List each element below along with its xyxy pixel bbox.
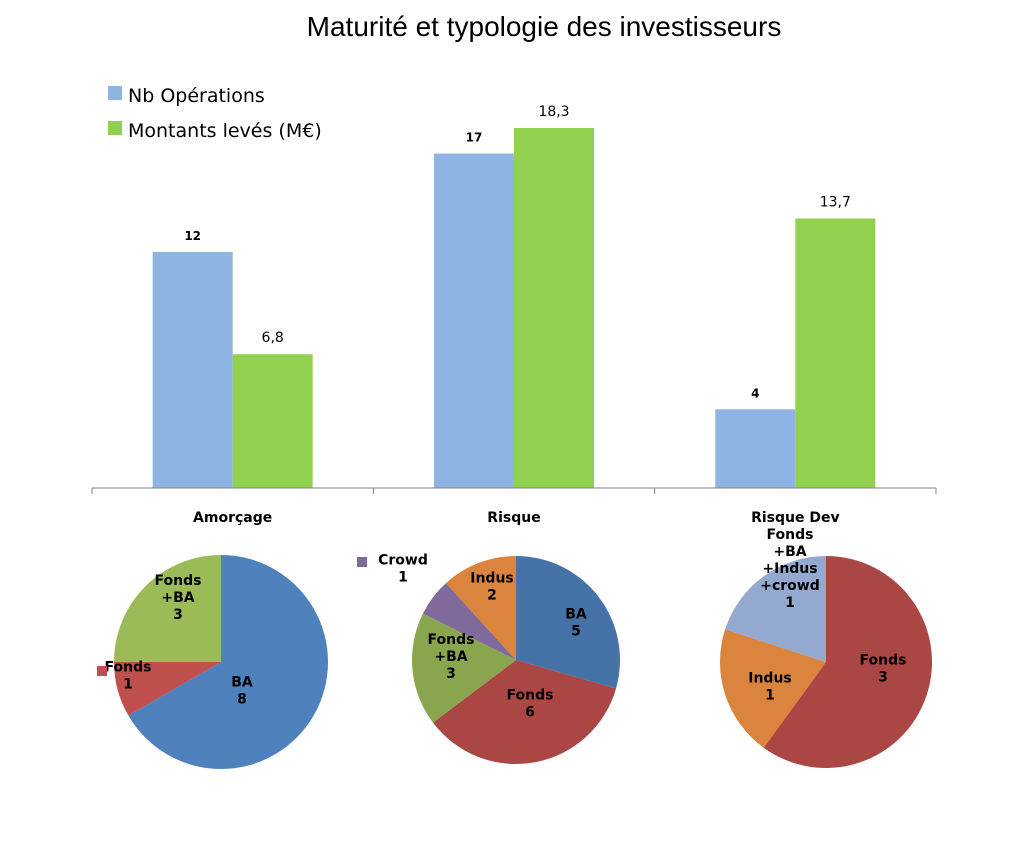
pie-label-risque-dev-fonds-ba-indus-crowd: Fonds +BA +Indus +crowd 1 xyxy=(760,527,820,611)
bar-plot: 12 6,8 17 18,3 4 13,7 xyxy=(152,104,876,488)
pie-slice-risque-fonds xyxy=(433,660,617,764)
pie-slice-risque-dev-fonds-ba-indus-crowd xyxy=(725,556,826,662)
pie-label-risque-fonds-ba: Fonds +BA 3 xyxy=(428,632,475,682)
pie-slice-risque-dev-indus xyxy=(719,629,826,748)
data-label-montants-leves-m-risque-dev: 13,7 xyxy=(820,194,851,210)
pie-label-risque-crowd: Crowd 1 xyxy=(378,553,428,586)
bar-montants-leves-m-risque-dev xyxy=(795,218,876,488)
bar-nb-operations-risque xyxy=(434,153,514,488)
x-tick-label-risque: Risque xyxy=(487,510,540,526)
legend-label-nb-operations: Nb Opérations xyxy=(128,85,265,107)
chart-title: Maturité et typologie des investisseurs xyxy=(307,11,782,42)
pie-slice-risque-crowd xyxy=(422,583,516,660)
x-tick-label-risque-dev: Risque Dev xyxy=(751,510,840,526)
pie-slice-amorcage-fonds-ba xyxy=(114,555,221,662)
bar-montants-leves-m-amorcage xyxy=(232,354,313,488)
pie-legend-marker-risque-crowd xyxy=(357,557,367,567)
pie-amorcage: BA 8 Fonds 1 Fonds +BA 3 xyxy=(97,555,328,769)
pie-slice-risque-indus xyxy=(445,556,516,660)
data-label-nb-operations-risque: 17 xyxy=(466,131,483,145)
legend-swatch-montants-leves xyxy=(108,121,122,135)
x-tick-label-amorcage: Amorçage xyxy=(193,510,272,526)
pie-label-amorcage-fonds: Fonds 1 xyxy=(105,660,152,693)
pie-label-risque-dev-fonds: Fonds 3 xyxy=(860,653,907,686)
data-label-nb-operations-amorcage: 12 xyxy=(184,229,201,243)
legend: Nb Opérations Montants levés (M€) xyxy=(108,85,322,142)
pie-slice-risque-dev-fonds xyxy=(763,556,932,768)
bar-nb-operations-risque-dev xyxy=(715,409,796,488)
pie-risque: BA 5 Fonds 6 Fonds +BA 3 Crowd 1 Indus 2 xyxy=(357,553,620,764)
bar-montants-leves-m-risque xyxy=(514,128,594,488)
pie-slice-amorcage-fonds xyxy=(114,662,221,716)
pie-risque-dev: Fonds 3 Indus 1 Fonds +BA +Indus +crowd 1 xyxy=(719,527,932,768)
bar-nb-operations-amorcage xyxy=(152,251,233,488)
pie-slice-risque-ba xyxy=(516,556,620,689)
pie-label-risque-indus: Indus 2 xyxy=(470,571,514,604)
pie-label-risque-fonds: Fonds 6 xyxy=(507,688,554,721)
data-label-nb-operations-risque-dev: 4 xyxy=(751,386,759,400)
pie-label-amorcage-ba: BA 8 xyxy=(231,675,253,708)
pie-slice-risque-fonds-ba xyxy=(412,613,516,723)
pie-slice-amorcage-ba xyxy=(128,555,328,769)
x-axis: Amorçage Risque Risque Dev xyxy=(91,487,937,526)
pie-label-risque-ba: BA 5 xyxy=(565,607,587,640)
pie-legend-marker-amorcage-fonds xyxy=(97,666,107,676)
pie-label-amorcage-fonds-ba: Fonds +BA 3 xyxy=(155,573,202,623)
data-label-montants-leves-m-amorcage: 6,8 xyxy=(262,330,284,346)
legend-swatch-nb-operations xyxy=(108,86,122,100)
data-label-montants-leves-m-risque: 18,3 xyxy=(538,104,569,120)
pie-label-risque-dev-indus: Indus 1 xyxy=(748,671,792,704)
pie-charts: BA 8 Fonds 1 Fonds +BA 3 BA 5 Fonds 6 Fonds +BA 3 Crow… xyxy=(97,527,932,769)
legend-label-montants-leves: Montants levés (M€) xyxy=(128,120,322,142)
